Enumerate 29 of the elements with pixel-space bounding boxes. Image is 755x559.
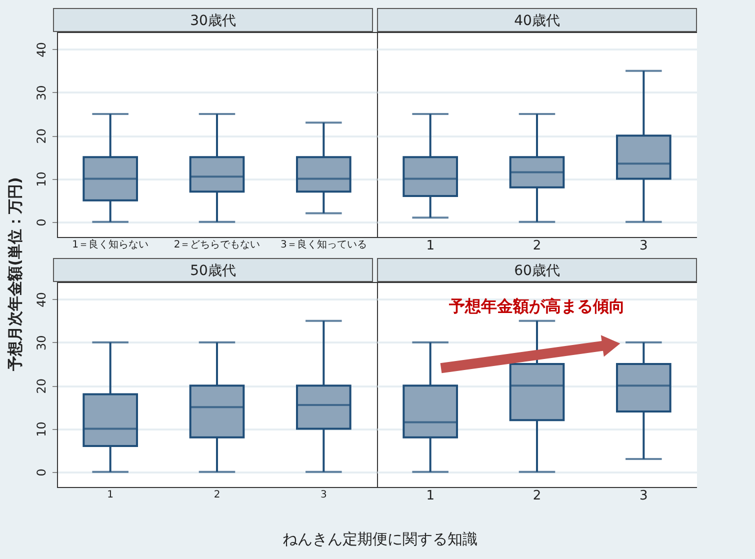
x-tick-label: 2	[214, 490, 220, 500]
chart-title: 30歳代	[53, 8, 373, 32]
y-tick-label: 20	[34, 128, 48, 144]
y-tick-label: 0	[34, 468, 48, 476]
y-tick-label: 30	[34, 335, 48, 351]
x-tick-label: 2	[532, 238, 542, 254]
x-axis-title: ねんきん定期便に関する知識	[282, 530, 478, 549]
x-tick-label: 3＝良く知っている	[280, 238, 367, 250]
x-tick-label: 1＝良く知らない	[72, 238, 149, 250]
x-tick-label: 3	[640, 238, 648, 254]
y-tick-label: 40	[34, 42, 48, 58]
x-tick-label: 3	[640, 488, 648, 504]
chart-title: 60歳代	[377, 258, 697, 282]
chart-title: 50歳代	[53, 258, 373, 282]
y-tick-label: 10	[34, 422, 48, 437]
y-tick-label: 10	[34, 172, 48, 187]
x-tick-label: 3	[320, 490, 327, 500]
x-tick-label: 2	[532, 488, 542, 504]
y-tick-label: 0	[34, 218, 48, 226]
chart-title: 40歳代	[377, 8, 697, 32]
y-axis-title: 予想月次年金額(単位：万円)	[5, 176, 25, 373]
y-tick-label: 40	[34, 292, 48, 308]
x-tick-label: 1	[107, 490, 114, 500]
y-tick-label: 30	[34, 85, 48, 101]
x-tick-label: 2＝どちらでもない	[174, 240, 260, 250]
annotation: 予想年金額が高まる傾向	[448, 296, 625, 316]
x-tick-label: 1	[426, 238, 434, 254]
x-tick-label: 1	[426, 488, 434, 504]
y-tick-label: 20	[34, 378, 48, 394]
